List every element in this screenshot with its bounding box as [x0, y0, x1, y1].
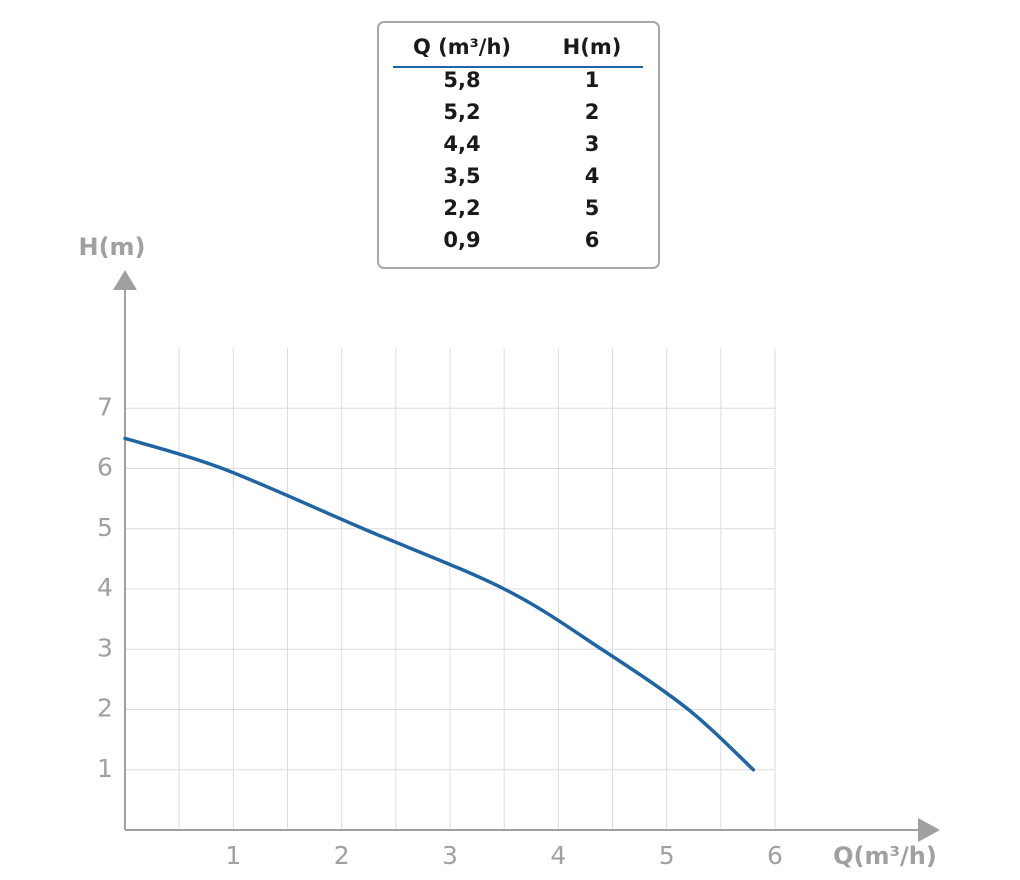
- table-cell: 3: [585, 132, 600, 156]
- table-cell: 4,4: [443, 132, 480, 156]
- x-axis-label: Q(m³/h): [833, 842, 937, 870]
- y-tick-label: 2: [97, 694, 113, 723]
- y-tick-label: 1: [97, 754, 113, 783]
- x-tick-label: 5: [659, 841, 675, 870]
- table-cell: 2: [585, 100, 600, 124]
- y-tick-label: 7: [97, 392, 113, 421]
- x-tick-label: 6: [767, 841, 783, 870]
- table-header: H(m): [563, 35, 622, 59]
- x-tick-label: 1: [225, 841, 241, 870]
- table-cell: 6: [585, 228, 600, 252]
- table-cell: 3,5: [443, 164, 480, 188]
- table-cell: 5,2: [443, 100, 480, 124]
- x-tick-label: 2: [334, 841, 350, 870]
- x-tick-label: 4: [550, 841, 566, 870]
- table-cell: 5: [585, 196, 600, 220]
- table-cell: 0,9: [443, 228, 480, 252]
- x-axis-arrow: [918, 818, 940, 842]
- y-axis-label: H(m): [78, 233, 145, 261]
- table-cell: 2,2: [443, 196, 480, 220]
- y-tick-label: 4: [97, 573, 113, 602]
- table-cell: 1: [585, 68, 600, 92]
- table-cell: 4: [585, 164, 600, 188]
- y-tick-label: 3: [97, 633, 113, 662]
- table-header: Q (m³/h): [413, 35, 511, 59]
- y-tick-label: 5: [97, 513, 113, 542]
- y-axis-arrow: [113, 270, 137, 290]
- curve: [123, 436, 756, 772]
- y-tick-label: 6: [97, 453, 113, 482]
- table-cell: 5,8: [443, 68, 480, 92]
- table-box: [377, 21, 660, 269]
- x-tick-label: 3: [442, 841, 458, 870]
